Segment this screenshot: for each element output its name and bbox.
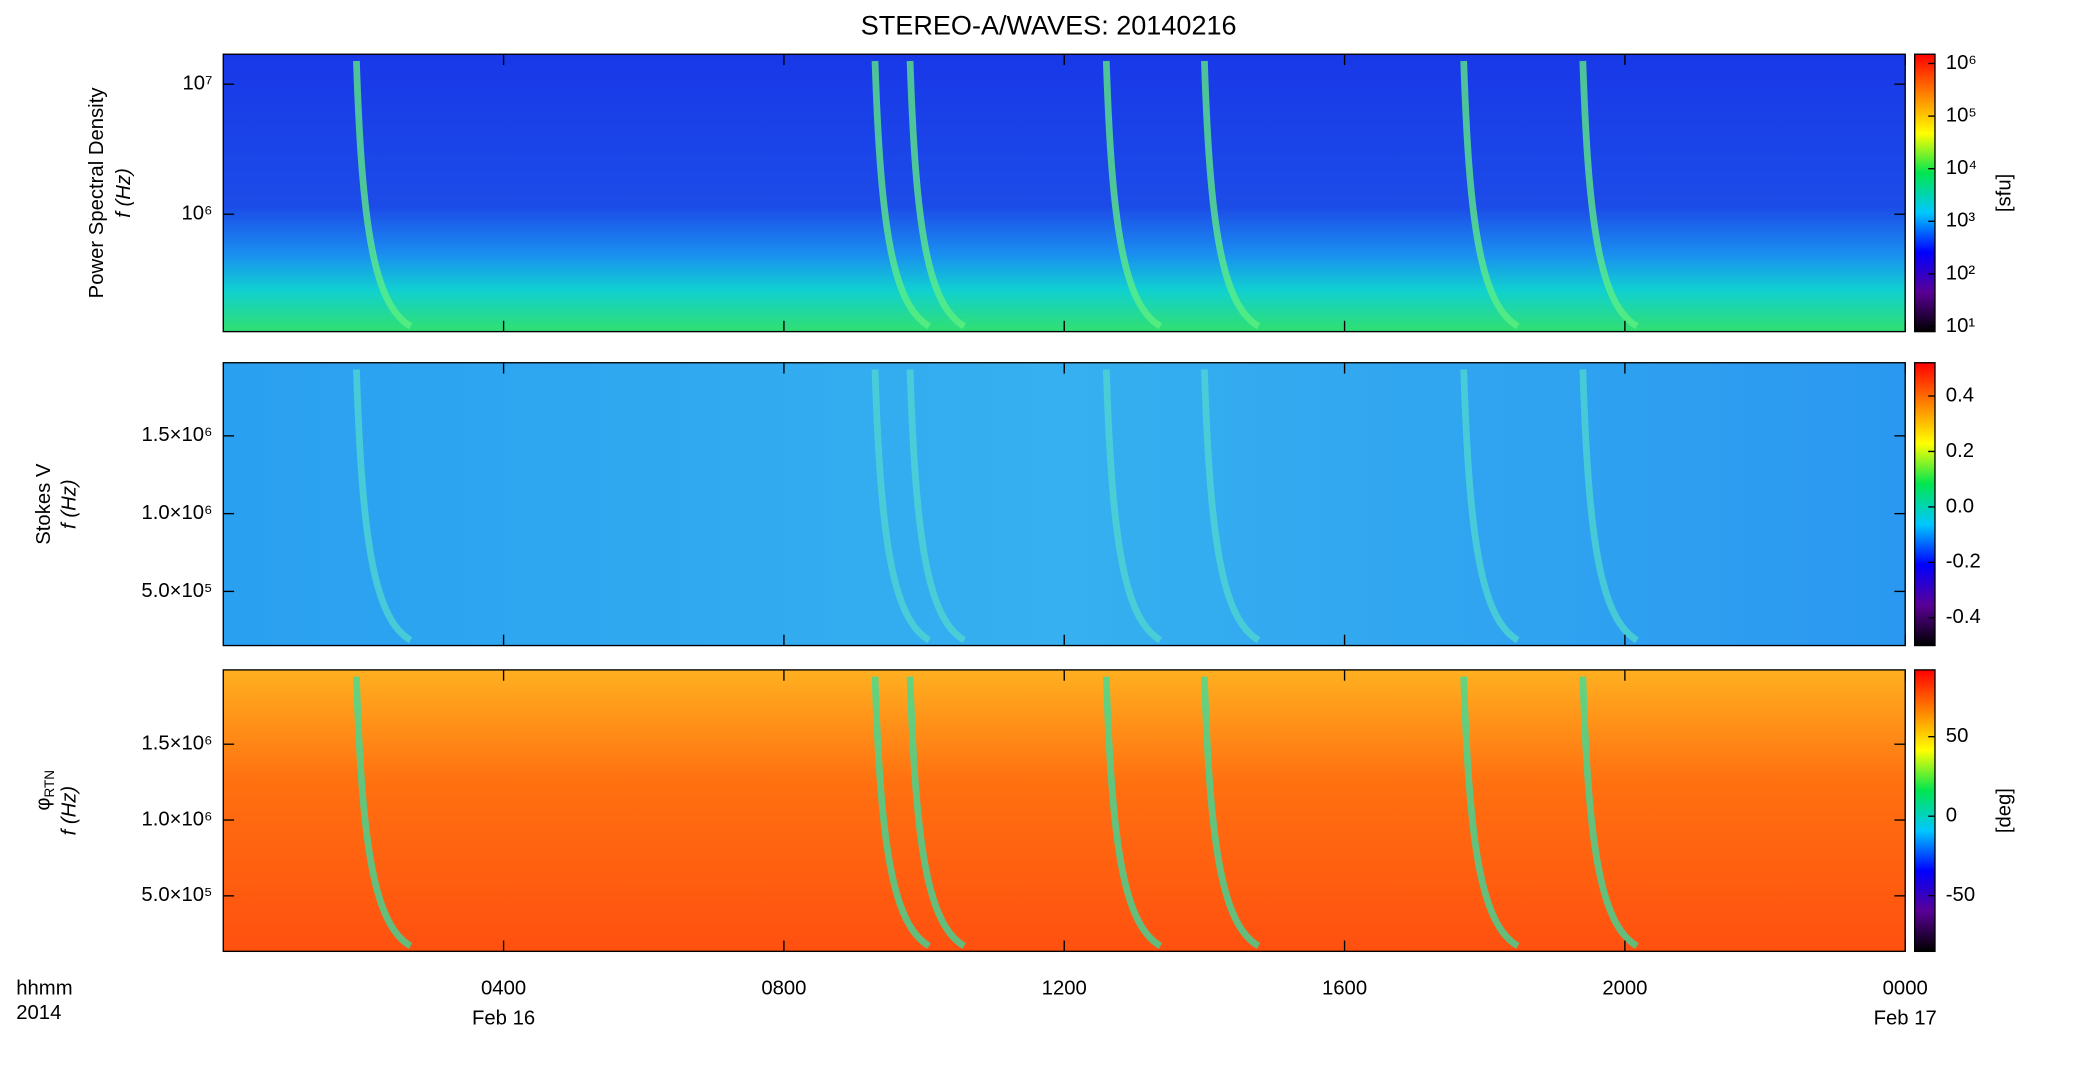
burst-trace [1460, 676, 1520, 949]
y-label-subscript: RTN [42, 770, 57, 798]
burst-trace [906, 676, 967, 949]
x-label: hhmm [16, 978, 72, 1000]
burst-trace [871, 60, 931, 330]
y-tick-label: 10⁶ [182, 203, 213, 225]
y-label: f (Hz) [59, 479, 81, 529]
x-tick-label: 0400 [481, 978, 526, 1000]
x-date-label: Feb 16 [472, 1007, 535, 1029]
y-tick-label: 5.0×10⁵ [141, 580, 212, 602]
colorbar-tick-label: 0.4 [1946, 384, 1974, 406]
burst-trace [1201, 60, 1261, 330]
burst-trace [353, 369, 413, 644]
spectrogram-background [223, 362, 1906, 646]
burst-trace [1579, 60, 1639, 330]
colorbar [1914, 53, 1936, 333]
y-tick-label: 1.0×10⁶ [141, 502, 212, 524]
y-label: f (Hz) [113, 168, 135, 218]
y-tick-label: 1.0×10⁶ [141, 808, 212, 830]
colorbar-tick-label: 0.2 [1946, 440, 1974, 462]
y-label: Power Spectral Density [86, 87, 108, 299]
y-tick-label: 5.0×10⁵ [141, 884, 212, 906]
colorbar-tick-label: 0 [1946, 805, 1957, 827]
burst-trace [1201, 676, 1261, 949]
colorbar-tick-label: 0.0 [1946, 495, 1974, 517]
burst-trace [906, 369, 967, 644]
spectrogram-background [223, 669, 1906, 952]
burst-trace [1102, 60, 1163, 330]
y-tick-label: 1.5×10⁶ [141, 424, 212, 446]
colorbar-tick-label: -0.2 [1946, 551, 1981, 573]
y-label: Stokes V [33, 463, 55, 545]
burst-trace [353, 60, 413, 330]
x-tick-label: 0800 [761, 978, 806, 1000]
x-label: 2014 [16, 1002, 61, 1024]
colorbar [1914, 669, 1936, 953]
colorbar-tick-label: 10³ [1946, 210, 1976, 232]
x-tick-label: 2000 [1602, 978, 1647, 1000]
colorbar-tick-label: 10⁵ [1946, 104, 1977, 126]
y-tick-label: 1.5×10⁶ [141, 733, 212, 755]
colorbar-tick-label: 50 [1946, 725, 1969, 747]
burst-trace [1102, 369, 1163, 644]
colorbar-tick-label: 10⁴ [1946, 157, 1977, 179]
y-label: f (Hz) [59, 786, 81, 836]
colorbar-tick-label: 10⁶ [1946, 52, 1977, 74]
y-tick-label: 10⁷ [183, 73, 213, 95]
y-label-symbol: φ [33, 798, 55, 811]
colorbar [1914, 362, 1936, 647]
x-tick-label: 1600 [1322, 978, 1367, 1000]
burst-trace [871, 676, 931, 949]
burst-trace [906, 60, 967, 330]
chart-title: STEREO-A/WAVES: 20140216 [861, 10, 1237, 40]
x-date-label: Feb 17 [1874, 1007, 1937, 1029]
burst-trace [353, 676, 413, 949]
burst-trace [1460, 369, 1520, 644]
burst-trace [1579, 676, 1639, 949]
burst-trace [1579, 369, 1639, 644]
colorbar-tick-label: -0.4 [1946, 606, 1981, 628]
colorbar-label: [sfu] [1994, 174, 2016, 212]
y-label: φRTN [33, 770, 57, 811]
x-tick-label: 1200 [1042, 978, 1087, 1000]
spectrogram-background [223, 54, 1906, 332]
colorbar-tick-label: 10¹ [1946, 315, 1976, 337]
colorbar-tick-label: -50 [1946, 884, 1975, 906]
burst-trace [1460, 60, 1520, 330]
x-tick-label: 0000 [1883, 978, 1928, 1000]
colorbar-label: [deg] [1994, 788, 2016, 833]
burst-trace [1201, 369, 1261, 644]
burst-trace [871, 369, 931, 644]
burst-trace [1102, 676, 1163, 949]
colorbar-tick-label: 10² [1946, 262, 1976, 284]
